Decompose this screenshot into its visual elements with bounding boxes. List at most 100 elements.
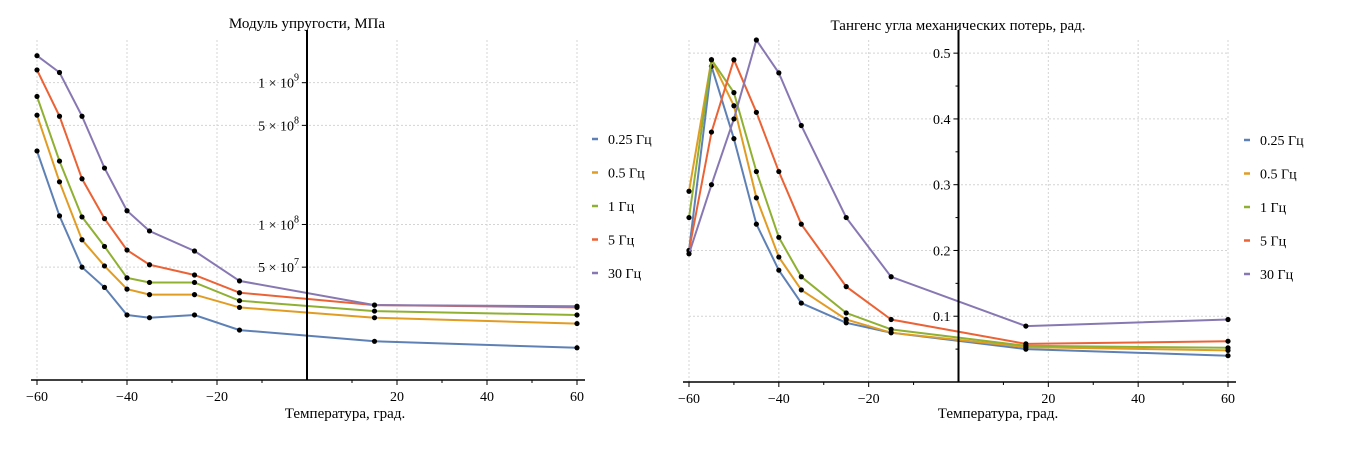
data-point [888, 274, 894, 280]
data-point [34, 112, 40, 118]
data-point [34, 53, 40, 59]
legend-label: 0.5 Гц [1260, 168, 1297, 183]
y-tick-label: 1 × 108 [258, 214, 299, 233]
data-point [1225, 353, 1231, 359]
data-point [124, 286, 130, 292]
data-point [1225, 316, 1231, 323]
data-point [371, 302, 378, 308]
data-point [371, 308, 378, 314]
legend-label: 30 Гц [608, 267, 642, 282]
data-point [56, 113, 63, 119]
data-point [124, 208, 130, 214]
data-point [798, 300, 804, 306]
data-point [146, 228, 153, 234]
y-tick-label: 5 × 108 [258, 115, 299, 134]
data-point [753, 195, 759, 201]
data-point [79, 237, 85, 243]
data-point [708, 129, 715, 135]
y-tick-label: 0.3 [933, 179, 951, 194]
x-tick-label: −20 [206, 390, 228, 405]
legend-label: 0.5 Гц [608, 167, 645, 182]
x-tick-label: −60 [678, 392, 700, 407]
x-tick-label: 20 [390, 390, 404, 405]
data-point [731, 57, 737, 63]
data-point [236, 278, 243, 284]
data-point [236, 304, 243, 311]
data-point [753, 168, 759, 175]
data-point [101, 243, 108, 250]
data-point [56, 179, 63, 185]
data-point [236, 290, 243, 296]
x-tick-label: 20 [1041, 392, 1055, 407]
data-point [753, 37, 759, 43]
data-point [753, 221, 759, 227]
x-tick-label: 60 [570, 390, 584, 405]
data-point [731, 116, 737, 122]
loss-tangent-axes [683, 30, 1236, 387]
modulus-axes [31, 30, 585, 385]
data-point [124, 312, 130, 318]
data-point [776, 168, 782, 175]
data-point [843, 214, 849, 221]
legend-label: 5 Гц [1260, 235, 1287, 250]
loss-tangent-chart: Тангенс угла механических потерь, рад. 0… [678, 18, 1304, 422]
modulus-chart-title: Модуль упругости, МПа [229, 16, 385, 32]
data-point [101, 216, 108, 222]
legend-label: 5 Гц [608, 234, 635, 249]
data-point [731, 103, 737, 109]
loss-tangent-tick-labels: 0.1 0.2 0.3 0.4 0.5 −60 −40 −20 20 40 60 [678, 47, 1235, 407]
data-point [191, 279, 198, 286]
legend-label: 1 Гц [608, 200, 635, 215]
data-point [34, 93, 40, 100]
data-point [1023, 341, 1029, 347]
data-point [574, 303, 580, 309]
data-point [101, 263, 108, 269]
data-point [1023, 323, 1029, 329]
data-point [56, 213, 63, 219]
data-point [776, 254, 782, 260]
data-point [843, 284, 849, 290]
data-point [191, 272, 198, 278]
data-point [888, 326, 894, 332]
data-point [1225, 345, 1231, 351]
y-tick-label: 0.5 [933, 47, 951, 62]
data-point [574, 312, 580, 318]
legend-label: 30 Гц [1260, 268, 1294, 283]
modulus-tick-labels: 1 × 109 5 × 108 1 × 108 5 × 107 −60 −40 −20 20 4… [26, 73, 584, 405]
data-point [146, 279, 153, 286]
data-point [124, 275, 130, 281]
y-tick-label: 0.2 [933, 244, 951, 259]
data-point [146, 292, 153, 298]
data-point [731, 136, 737, 142]
data-point [798, 274, 804, 280]
x-tick-label: 40 [1131, 392, 1145, 407]
x-tick-label: −20 [858, 392, 880, 407]
data-point [686, 188, 692, 194]
x-tick-label: 60 [1221, 392, 1235, 407]
x-tick-label: −60 [26, 390, 48, 405]
loss-tangent-legend: 0.25 Гц 0.5 Гц 1 Гц 5 Гц 30 Гц [1244, 134, 1304, 283]
data-point [146, 262, 153, 268]
x-tick-label: 40 [480, 390, 494, 405]
data-point [191, 292, 198, 298]
data-point [843, 310, 849, 316]
legend-label: 0.25 Гц [608, 133, 652, 148]
data-point [708, 57, 715, 63]
loss-tangent-x-axis-label: Температура, град. [938, 406, 1058, 422]
data-point [798, 221, 804, 227]
modulus-legend: 0.25 Гц 0.5 Гц 1 Гц 5 Гц 30 Гц [592, 133, 652, 282]
data-point [843, 316, 849, 323]
data-point [776, 234, 782, 240]
data-point [236, 298, 243, 304]
data-point [191, 248, 198, 254]
modulus-x-axis-label: Температура, град. [285, 406, 405, 422]
data-point [371, 338, 378, 344]
loss-tangent-chart-title: Тангенс угла механических потерь, рад. [831, 18, 1086, 34]
data-point [776, 70, 782, 76]
data-point [753, 109, 759, 115]
data-point [708, 182, 715, 188]
data-point [34, 67, 40, 73]
data-point [191, 312, 198, 318]
